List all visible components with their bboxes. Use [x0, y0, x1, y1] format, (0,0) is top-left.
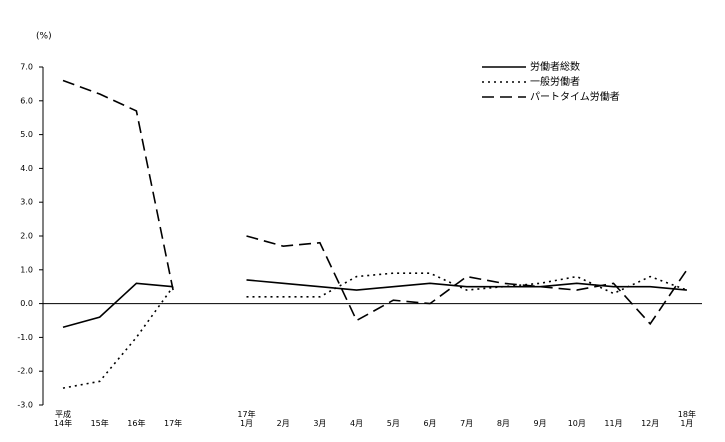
x-tick-label: 17年 [164, 419, 183, 428]
y-tick-label: 3.0 [20, 198, 33, 207]
x-tick-label: 12月 [641, 419, 660, 428]
series-line [62, 79, 688, 326]
x-tick-label: 17年 1月 [237, 410, 256, 428]
legend-label: 労働者総数 [530, 60, 580, 73]
x-tick-label: 10月 [567, 419, 586, 428]
x-tick-label: 5月 [386, 419, 400, 428]
x-tick-label: 2月 [276, 419, 290, 428]
legend-label: 一般労働者 [530, 75, 580, 88]
y-tick-label: 7.0 [20, 63, 33, 72]
y-tick-label: -3.0 [17, 401, 33, 410]
y-tick-label: -1.0 [17, 333, 33, 342]
x-tick-label: 6月 [423, 419, 437, 428]
x-tick-label: 8月 [496, 419, 510, 428]
y-tick-label: 0.0 [20, 299, 33, 308]
x-tick-label: 7月 [460, 419, 474, 428]
series-line [62, 279, 687, 329]
x-tick-label: 11月 [604, 419, 623, 428]
y-tick-label: 1.0 [20, 265, 33, 274]
y-tick-label: 2.0 [20, 232, 33, 241]
x-tick-label: 18年 1月 [677, 410, 696, 428]
y-axis-label: (%) [36, 32, 52, 42]
legend-label: パートタイム労働者 [530, 90, 620, 103]
y-tick-label: 4.0 [20, 164, 33, 173]
x-tick-label: 9月 [533, 419, 547, 428]
y-tick-label: 6.0 [20, 96, 33, 105]
y-tick-label: -2.0 [17, 367, 33, 376]
x-tick-label: 15年 [90, 419, 109, 428]
x-tick-label: 3月 [313, 419, 327, 428]
x-tick-label: 4月 [350, 419, 364, 428]
x-tick-label: 平成 14年 [53, 410, 73, 428]
y-tick-label: 5.0 [20, 130, 33, 139]
series-line [62, 272, 688, 389]
x-tick-label: 16年 [127, 419, 146, 428]
